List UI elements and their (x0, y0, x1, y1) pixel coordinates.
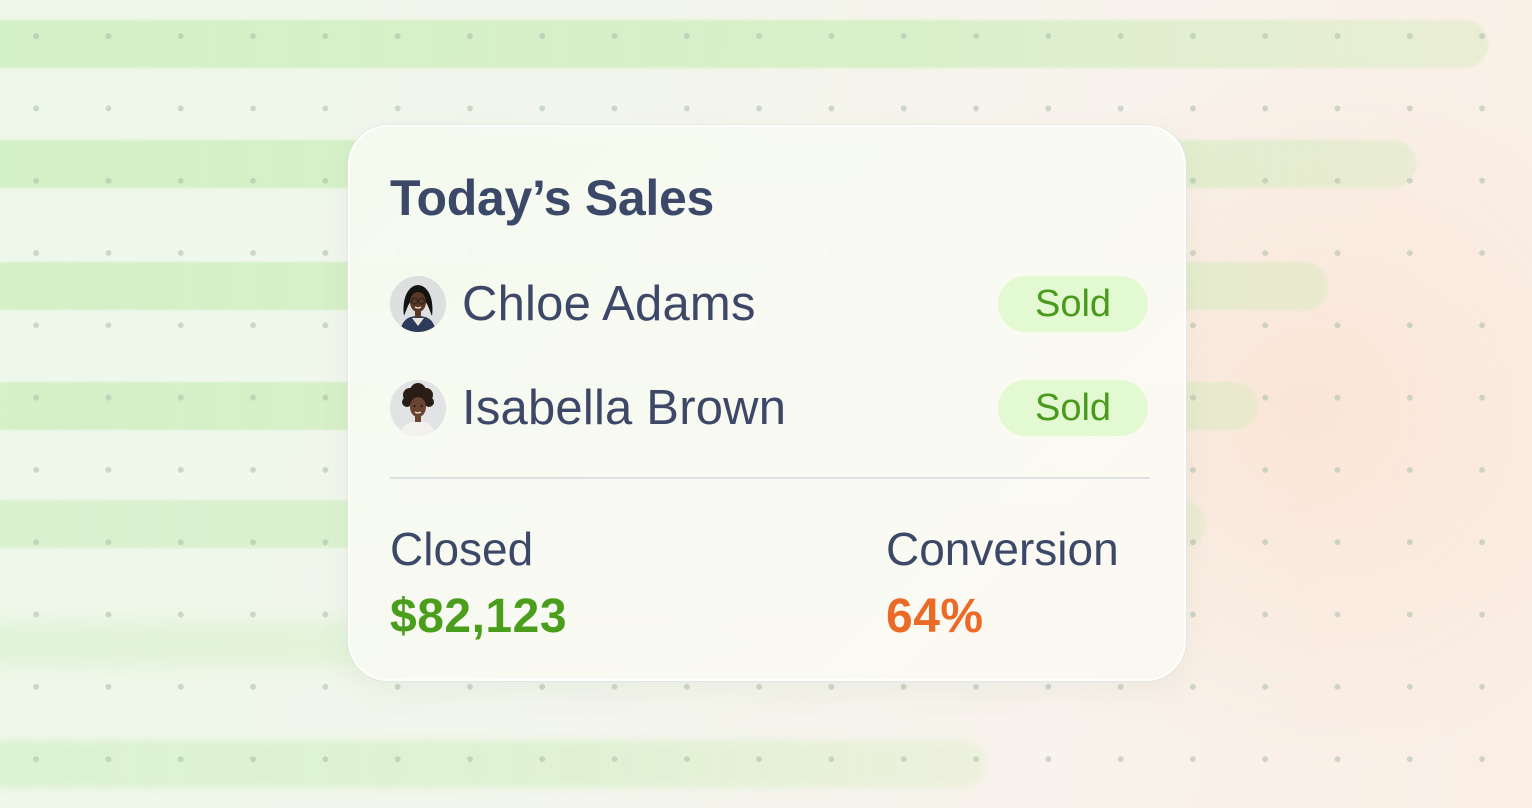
card-title: Today’s Sales (390, 170, 715, 226)
sale-row: Chloe Adams Sold (390, 274, 1148, 334)
divider (390, 477, 1150, 479)
sold-status-badge: Sold (998, 380, 1148, 436)
salesperson-name: Isabella Brown (462, 381, 787, 435)
conversion-label: Conversion (886, 523, 1119, 575)
salesperson-name: Chloe Adams (462, 277, 756, 331)
sold-status-badge: Sold (998, 276, 1148, 332)
todays-sales-card: Today’s Sales Chloe Adams Sold (348, 125, 1186, 681)
sale-row: Isabella Brown Sold (390, 378, 1148, 438)
conversion-value: 64% (886, 590, 984, 643)
woman-with-glasses-avatar-icon (390, 276, 446, 332)
closed-value: $82,123 (390, 590, 568, 643)
woman-curly-hair-avatar-icon (390, 380, 446, 436)
closed-label: Closed (390, 523, 534, 575)
